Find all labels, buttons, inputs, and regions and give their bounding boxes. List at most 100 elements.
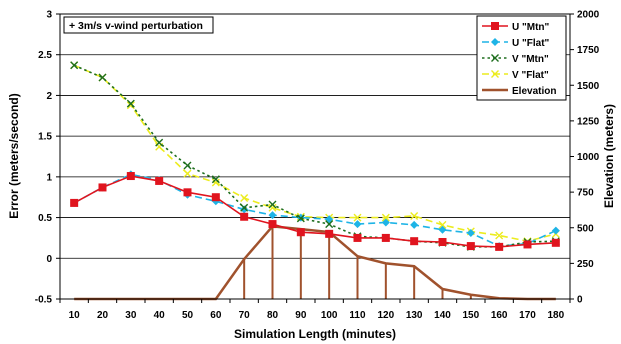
y2-tick-label: 1500: [577, 81, 600, 92]
data-point-marker: [211, 175, 220, 184]
data-point-marker: [491, 38, 499, 46]
y2-tick-label: 1000: [577, 152, 600, 163]
legend-label: U "Flat": [512, 38, 550, 49]
x-tick-label: 80: [267, 310, 279, 321]
x-tick-label: 180: [547, 310, 564, 321]
data-point-marker: [325, 220, 334, 229]
data-point-marker: [211, 178, 220, 187]
data-point-marker: [70, 198, 79, 207]
data-point-marker: [240, 212, 249, 221]
data-point-marker: [183, 188, 192, 197]
left-axis: -0.5 0 0.5 1 1.5 2 2.5 3: [35, 10, 60, 306]
x-tick-label: 50: [182, 310, 194, 321]
series-line: [73, 173, 557, 247]
data-point-marker: [268, 220, 277, 229]
data-point-marker: [211, 193, 220, 202]
data-point-marker: [491, 22, 499, 30]
data-point-marker: [155, 138, 164, 147]
x-tick-label: 40: [154, 310, 166, 321]
x-tick-label: 140: [434, 310, 451, 321]
data-point-marker: [325, 229, 334, 238]
x-tick-label: 130: [406, 310, 423, 321]
legend-entry: U "Mtn": [482, 22, 550, 33]
data-point-marker: [268, 200, 277, 209]
data-point-marker: [491, 70, 499, 78]
y-tick-label: 0: [46, 254, 52, 265]
x-tick-label: 150: [462, 310, 479, 321]
x-axis: 10 20 30 40 50 60 70 80 90 100 110 120 130 140 150 160 1…: [59, 299, 571, 321]
data-point-marker: [353, 220, 362, 229]
y-tick-label: 0.5: [38, 213, 52, 224]
data-point-marker: [381, 218, 390, 227]
data-point-marker: [381, 233, 390, 242]
data-point-marker: [296, 214, 305, 223]
x-tick-label: 100: [321, 310, 338, 321]
x-tick-label: 120: [377, 310, 394, 321]
data-point-marker: [410, 211, 419, 220]
y2-tick-label: 750: [577, 188, 594, 199]
right-axis: 0 250 500 750 1000 1250 1500 1750 2000: [570, 10, 600, 306]
y-tick-label: 3: [46, 10, 52, 21]
annotation-box: + 3m/s v-wind perturbation: [63, 16, 214, 34]
data-point-marker: [466, 229, 475, 238]
data-point-marker: [98, 73, 107, 82]
data-point-marker: [491, 54, 499, 62]
x-tick-label: 90: [295, 310, 307, 321]
y-tick-label: 1.5: [38, 132, 52, 143]
series-lines: [70, 61, 560, 301]
legend-entry: V "Mtn": [482, 54, 549, 65]
data-point-marker: [438, 225, 447, 234]
elevation-bars: [243, 226, 501, 299]
y2-tick-label: 2000: [577, 10, 600, 21]
annotation-text: + 3m/s v-wind perturbation: [69, 20, 203, 32]
x-tick-label: 20: [97, 310, 109, 321]
data-point-marker: [240, 194, 249, 203]
data-point-marker: [353, 213, 362, 222]
data-point-marker: [183, 169, 192, 178]
data-point-marker: [410, 220, 419, 229]
data-point-marker: [523, 240, 532, 249]
y2-axis-title: Elevation (meters): [602, 104, 616, 208]
y-tick-label: 1: [46, 172, 52, 183]
y2-tick-label: 0: [577, 295, 583, 306]
legend-label: Elevation: [512, 86, 556, 97]
data-point-marker: [126, 99, 135, 108]
y2-tick-label: 1750: [577, 45, 600, 56]
y2-tick-label: 500: [577, 223, 594, 234]
y-tick-label: 2: [46, 91, 52, 102]
data-point-marker: [466, 242, 475, 251]
data-point-marker: [410, 237, 419, 246]
x-tick-label: 60: [210, 310, 222, 321]
data-point-marker: [551, 238, 560, 247]
legend-entry: Elevation: [482, 86, 556, 97]
legend-entry: V "Flat": [482, 70, 549, 81]
data-point-marker: [268, 203, 277, 212]
y2-tick-label: 1250: [577, 116, 600, 127]
legend-label: V "Flat": [512, 70, 549, 81]
data-point-marker: [495, 242, 504, 251]
series-0: [70, 172, 560, 251]
series-line: [73, 175, 556, 248]
data-point-marker: [353, 233, 362, 242]
legend-label: V "Mtn": [512, 54, 549, 65]
data-point-marker: [381, 213, 390, 222]
x-axis-title: Simulation Length (minutes): [234, 327, 396, 341]
x-tick-label: 160: [491, 310, 508, 321]
data-point-marker: [551, 226, 560, 235]
x-tick-label: 110: [349, 310, 366, 321]
data-point-marker: [438, 220, 447, 229]
y-tick-label: 2.5: [38, 50, 52, 61]
y-tick-label: -0.5: [35, 295, 53, 306]
series-line: [73, 64, 557, 243]
x-tick-label: 70: [239, 310, 251, 321]
y2-tick-label: 250: [577, 259, 594, 270]
x-tick-label: 30: [125, 310, 137, 321]
data-point-marker: [268, 211, 277, 220]
data-point-marker: [155, 176, 164, 185]
data-point-marker: [240, 203, 249, 212]
data-point-marker: [70, 61, 79, 70]
legend-entry: U "Flat": [482, 38, 550, 49]
data-point-marker: [296, 228, 305, 237]
data-point-marker: [183, 161, 192, 170]
